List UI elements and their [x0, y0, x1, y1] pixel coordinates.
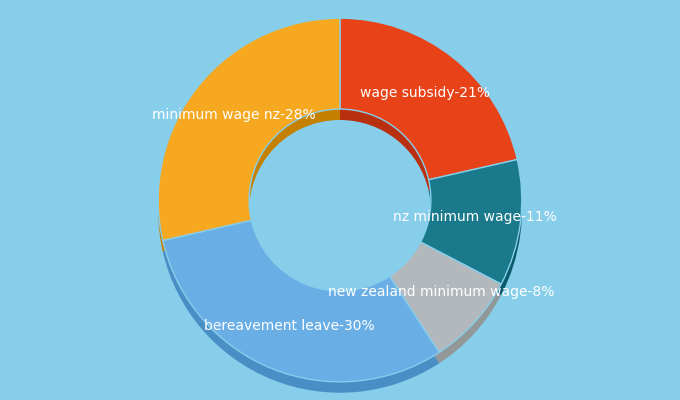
- Text: wage subsidy-21%: wage subsidy-21%: [360, 86, 490, 100]
- Wedge shape: [158, 29, 340, 251]
- Text: minimum wage nz-28%: minimum wage nz-28%: [152, 108, 316, 122]
- Wedge shape: [158, 18, 340, 240]
- Wedge shape: [421, 170, 522, 295]
- Wedge shape: [340, 18, 517, 180]
- Wedge shape: [421, 160, 522, 284]
- Text: nz minimum wage-11%: nz minimum wage-11%: [393, 210, 557, 224]
- Wedge shape: [163, 231, 439, 393]
- Wedge shape: [163, 220, 439, 382]
- Wedge shape: [390, 253, 501, 363]
- Wedge shape: [340, 29, 517, 191]
- Text: new zealand minimum wage-8%: new zealand minimum wage-8%: [328, 285, 554, 299]
- Text: bereavement leave-30%: bereavement leave-30%: [203, 319, 374, 333]
- Wedge shape: [390, 242, 501, 352]
